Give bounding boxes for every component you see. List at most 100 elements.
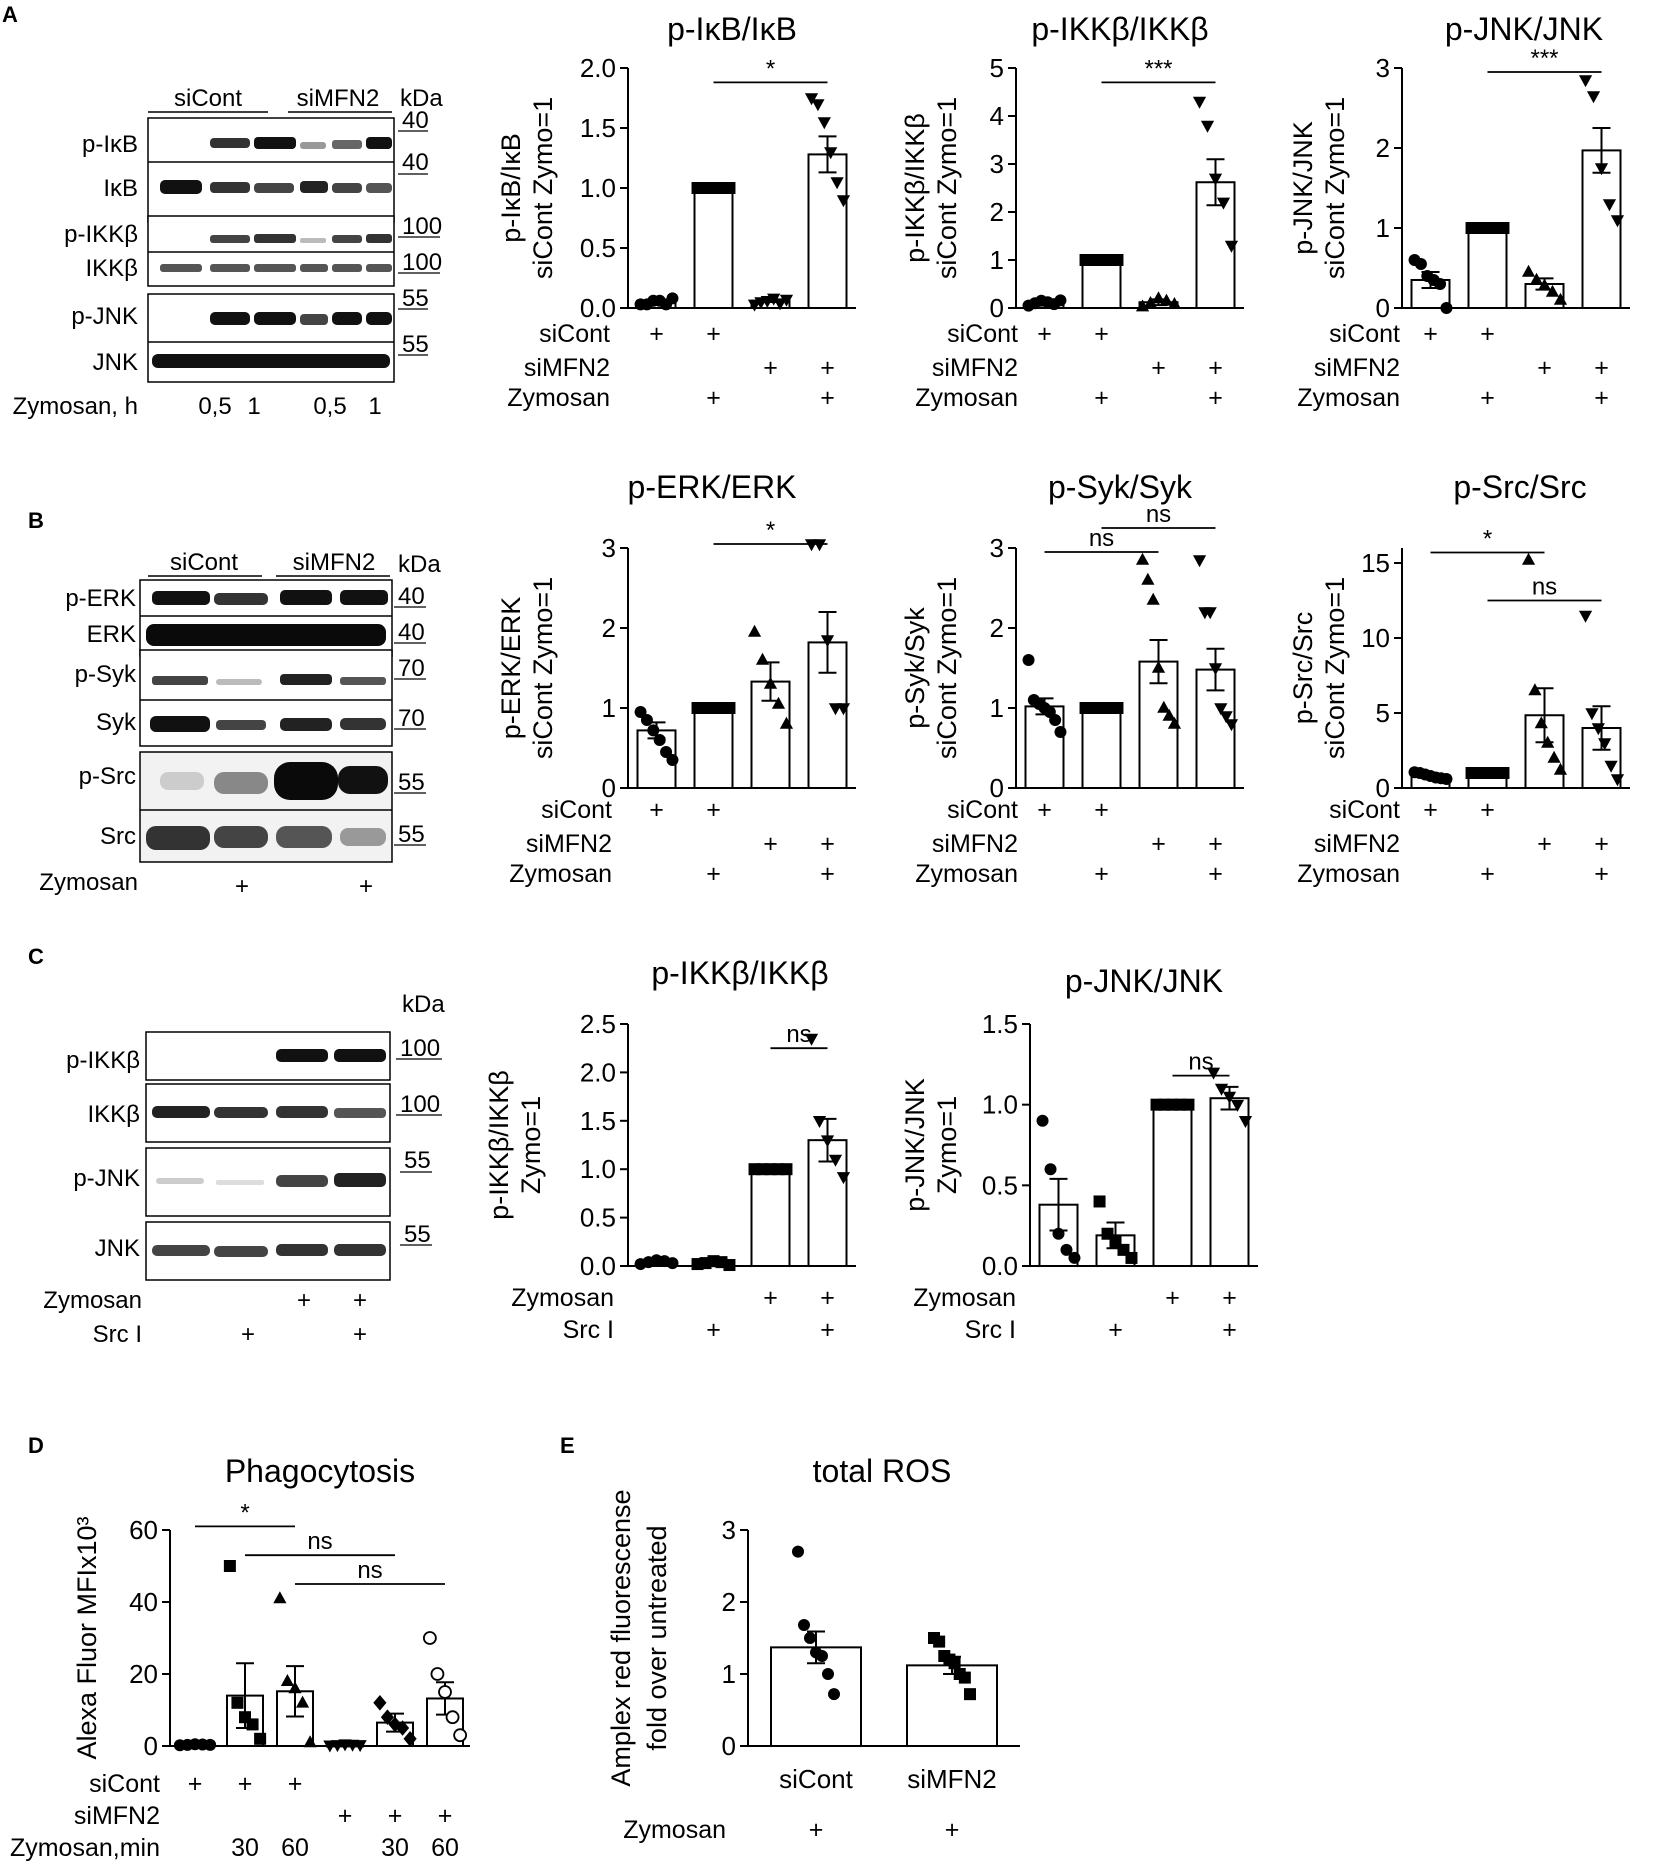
condition-mark: + <box>288 1770 303 1798</box>
blot-band <box>340 590 388 605</box>
condition-row-label: Zymosan,min <box>10 1834 160 1862</box>
data-point <box>647 724 660 737</box>
mw-marker: 55 <box>402 285 429 312</box>
y-tick-label: 0 <box>990 293 1004 323</box>
condition-mark: + <box>706 1316 721 1344</box>
condition-mark: + <box>649 796 664 824</box>
y-tick-label: 15 <box>1361 548 1390 578</box>
data-point <box>1521 264 1536 277</box>
blot-band <box>300 142 326 149</box>
data-point <box>1151 660 1166 673</box>
condition-mark: + <box>297 1287 311 1314</box>
bar <box>1209 1097 1250 1268</box>
data-point <box>231 1696 244 1709</box>
blot-band <box>152 1106 210 1118</box>
y-tick-label: 10 <box>1361 623 1390 653</box>
y-tick-label: 0 <box>1376 773 1390 803</box>
condition-mark: 1 <box>247 393 260 420</box>
condition-row-label: siCont <box>541 796 612 824</box>
condition-mark: + <box>1537 830 1552 858</box>
mw-marker: 55 <box>398 769 425 796</box>
data-point <box>1534 716 1548 729</box>
condition-mark: + <box>706 860 721 888</box>
y-tick-label: 0.0 <box>580 1251 616 1281</box>
y-tick-label: 1.0 <box>982 1090 1018 1120</box>
condition-row-label: siMFN2 <box>524 354 610 382</box>
band-label-p-ikb: p-IκB <box>82 131 138 158</box>
data-point <box>933 1635 946 1648</box>
chart-title: p-Src/Src <box>1453 469 1586 505</box>
significance-label: * <box>766 517 775 544</box>
condition-mark: 60 <box>281 1834 309 1862</box>
condition-mark: + <box>1480 860 1495 888</box>
y-axis-label: p-IκB/IκB <box>496 133 526 243</box>
blot-band <box>300 238 326 243</box>
bar <box>750 1168 791 1267</box>
panel-letter-b: B <box>28 508 44 533</box>
condition-row-label: Src I <box>563 1316 614 1344</box>
data-point <box>1598 738 1612 751</box>
data-point <box>395 1720 410 1736</box>
data-point <box>1182 1098 1195 1111</box>
group-label-simfn2: siMFN2 <box>293 549 376 576</box>
blot-band <box>152 676 208 685</box>
blot-band <box>332 235 362 243</box>
condition-mark: + <box>820 354 835 382</box>
data-point <box>634 706 647 718</box>
data-point <box>1238 1116 1253 1128</box>
blot-box <box>145 1031 391 1081</box>
condition-mark: + <box>1037 320 1052 348</box>
mw-marker: 100 <box>402 213 442 240</box>
panel-letter-e: E <box>560 1433 575 1458</box>
mw-marker: 100 <box>400 1035 440 1062</box>
blot-box <box>145 1147 391 1217</box>
blot-band <box>254 312 296 325</box>
bar <box>1152 1103 1193 1267</box>
data-point <box>1060 1243 1073 1256</box>
data-point <box>1111 702 1124 714</box>
data-point <box>767 293 781 306</box>
significance-label: ns <box>1146 501 1171 528</box>
y-tick-label: 0.5 <box>580 1203 616 1233</box>
condition-mark: + <box>1208 384 1223 412</box>
data-point <box>1044 1163 1057 1176</box>
blot-band <box>276 1106 328 1118</box>
blot-band <box>146 624 386 646</box>
data-point <box>723 1259 736 1272</box>
y-tick-label: 0 <box>144 1731 158 1761</box>
blot-band <box>334 1049 386 1062</box>
y-tick-label: 0.0 <box>580 293 616 323</box>
condition-mark: + <box>820 1284 835 1312</box>
y-tick-label: 2.0 <box>580 1057 616 1087</box>
data-point <box>1167 296 1182 309</box>
condition-mark: + <box>1423 796 1438 824</box>
data-point <box>1610 215 1625 228</box>
mw-marker: 55 <box>398 821 425 848</box>
y-axis-label: p-Src/Src <box>1288 612 1318 725</box>
data-point <box>246 1718 259 1731</box>
y-tick-label: 1.0 <box>580 173 616 203</box>
condition-mark: + <box>649 320 664 348</box>
mw-marker: 40 <box>402 107 429 134</box>
chart-title: p-IκB/IκB <box>667 11 797 47</box>
data-point <box>1049 714 1062 726</box>
data-point <box>755 652 770 665</box>
data-point <box>763 676 778 689</box>
condition-row-label: Zymosan <box>915 384 1018 412</box>
mw-marker: 100 <box>400 1091 440 1118</box>
condition-mark: + <box>1151 830 1166 858</box>
data-point <box>288 1681 302 1694</box>
data-point <box>1203 607 1217 620</box>
blot-band <box>152 354 390 368</box>
condition-mark: + <box>1222 1316 1237 1344</box>
condition-row-label: Zymosan <box>511 1284 614 1312</box>
y-tick-label: 1 <box>990 693 1004 723</box>
data-point <box>1529 272 1544 285</box>
data-point <box>948 1657 961 1670</box>
data-point <box>1054 294 1067 307</box>
condition-row-label: Zymosan <box>507 384 610 412</box>
data-point <box>1594 163 1609 176</box>
